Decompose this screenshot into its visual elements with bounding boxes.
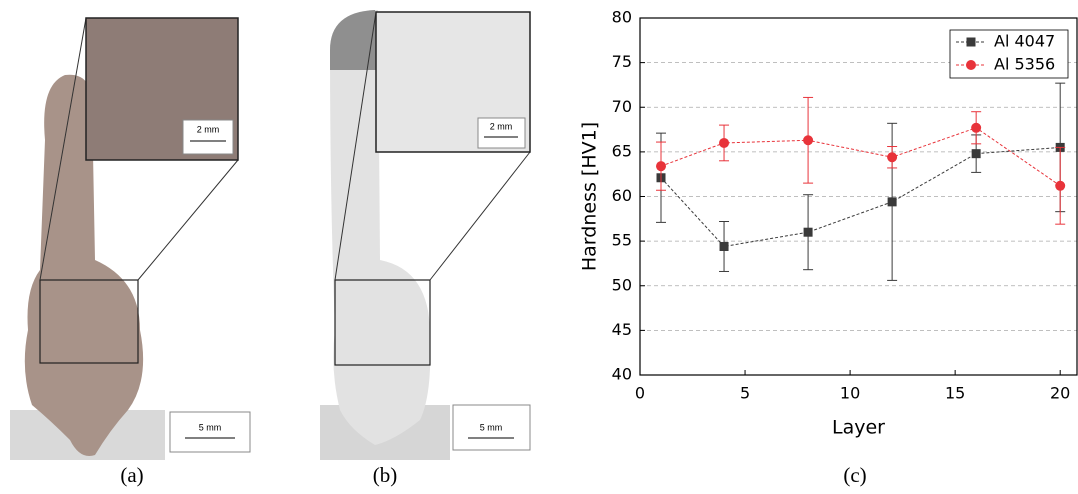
y-tick-label: 80 [612,8,632,27]
zoom-line [334,11,377,281]
y-tick-label: 70 [612,97,632,116]
zoom-line [39,17,87,281]
zoom-line [429,151,531,281]
marker [719,241,729,251]
y-tick-label: 50 [612,275,632,294]
scale-label: 5 mm [199,422,222,432]
plot-frame [639,17,1078,376]
x-tick-label: 20 [1050,384,1070,403]
weld-cap [330,10,378,70]
y-tick-label: 40 [612,365,632,384]
panel-label: (a) [120,463,143,487]
legend-label: Al 5356 [994,55,1055,74]
micrograph-b: 2 mm 5 mm (b) [320,10,531,487]
legend-marker [966,60,976,70]
x-tick-label: 15 [945,384,965,403]
scale-box [182,119,234,155]
y-tick-label: 75 [612,52,632,71]
series-line [660,127,1061,187]
weld-column [330,10,431,445]
zoom-box [334,279,431,366]
legend-marker [966,37,976,47]
legend-label: Al 4047 [994,32,1055,51]
marker [887,197,897,207]
scale-label: 2 mm [490,121,513,131]
y-tick-label: 45 [612,320,632,339]
y-tick-label: 55 [612,231,632,250]
y-tick-label: 65 [612,141,632,160]
marker [1055,180,1066,191]
scale-box [477,117,526,149]
x-tick-label: 10 [840,384,860,403]
y-axis-label: Hardness [HV1] [579,122,601,271]
marker [719,137,730,148]
series-line [660,146,1061,248]
x-axis-label: Layer [832,417,885,439]
marker [803,227,813,237]
marker [971,122,982,133]
scale-label: 5 mm [480,422,503,432]
micrograph-a: 2 mm 5 mm (a) [10,17,251,487]
weld-column [24,74,144,456]
x-tick-label: 5 [740,384,750,403]
marker [971,149,981,159]
scale-label: 2 mm [197,124,220,134]
y-tick-label: 60 [612,186,632,205]
zoom-box [39,279,139,364]
marker [656,161,667,172]
panel-label: (c) [843,463,866,487]
x-tick-label: 0 [635,384,645,403]
zoom-line [137,159,239,281]
marker [887,152,898,163]
marker [803,135,814,146]
panel-label: (b) [373,463,398,487]
scale-box [452,404,531,451]
scale-box [169,411,251,453]
